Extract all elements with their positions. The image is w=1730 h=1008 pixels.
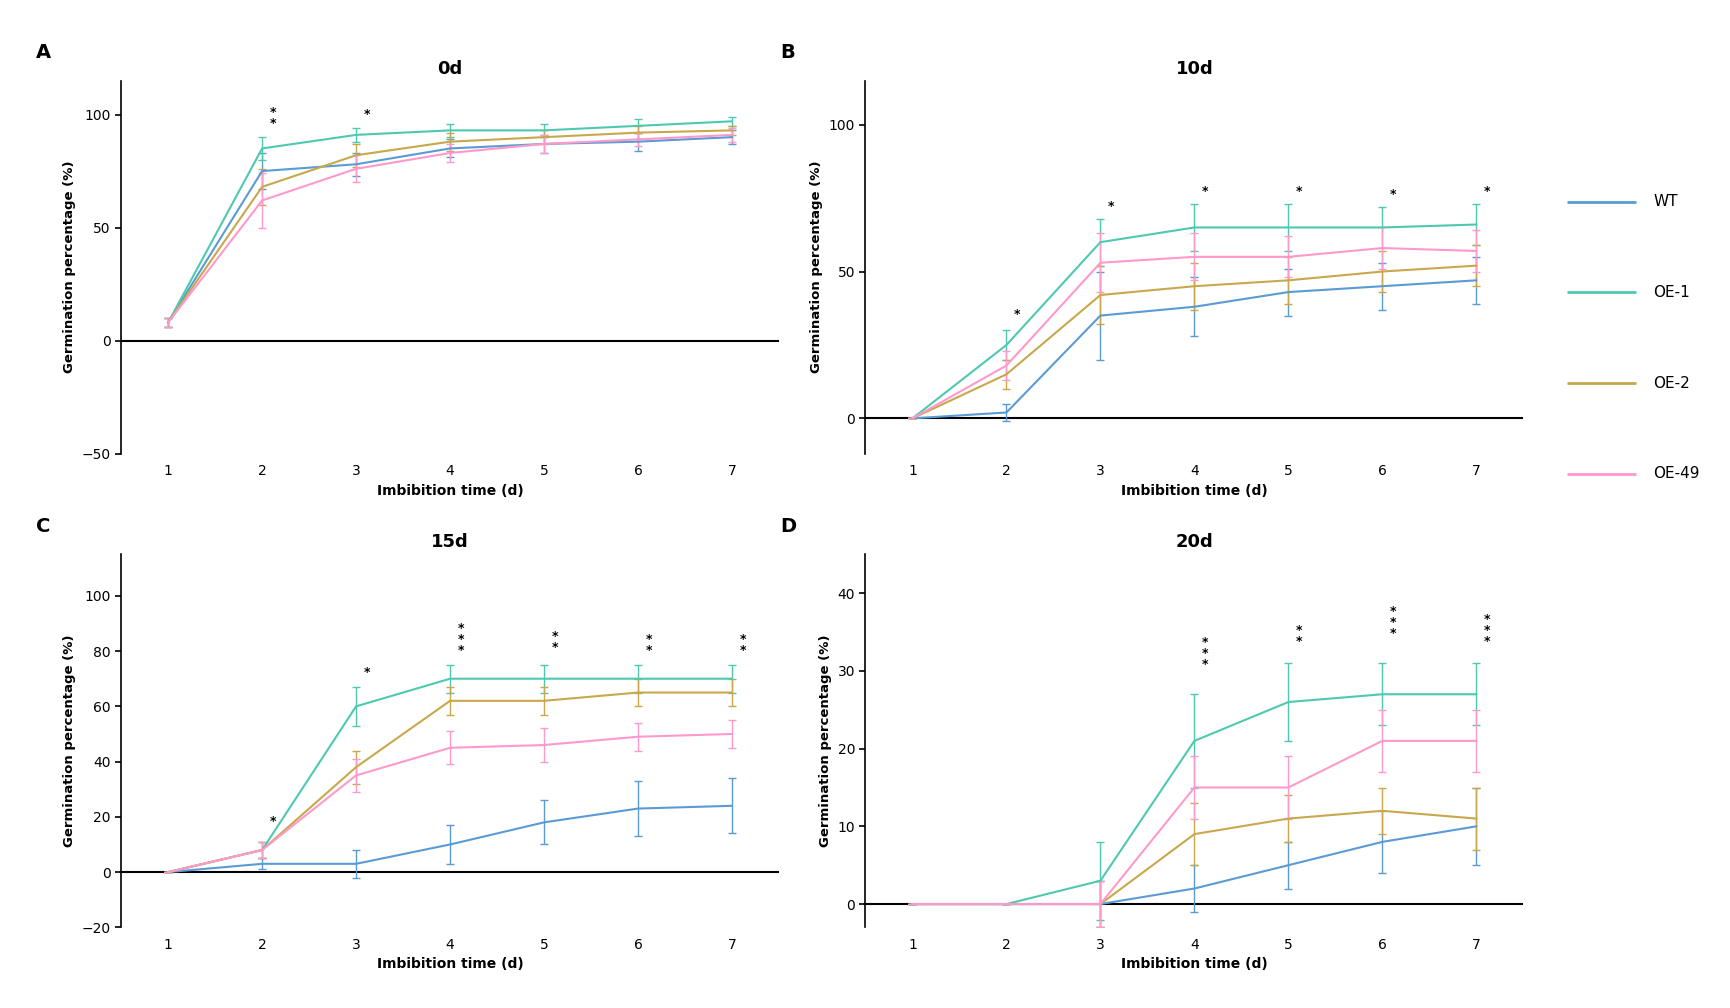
Text: *
*
*: * * *: [457, 622, 464, 656]
Text: B: B: [780, 43, 794, 62]
Text: *: *: [1107, 200, 1114, 213]
Text: OE-49: OE-49: [1652, 467, 1699, 481]
Text: *
*: * *: [645, 633, 652, 656]
Text: *
*: * *: [1296, 624, 1301, 648]
Text: *
*
*: * * *: [1483, 613, 1490, 648]
X-axis label: Imbibition time (d): Imbibition time (d): [1121, 484, 1266, 498]
Text: *
*: * *: [270, 107, 277, 130]
Text: *: *: [1483, 185, 1490, 199]
X-axis label: Imbibition time (d): Imbibition time (d): [377, 958, 522, 972]
Text: C: C: [36, 517, 50, 536]
Text: *: *: [363, 108, 370, 121]
Text: *
*: * *: [552, 630, 557, 654]
Text: *
*
*: * * *: [1389, 605, 1396, 640]
X-axis label: Imbibition time (d): Imbibition time (d): [1121, 958, 1266, 972]
Y-axis label: Germination percentage (%): Germination percentage (%): [62, 161, 76, 373]
Title: 0d: 0d: [438, 59, 462, 78]
Text: OE-1: OE-1: [1652, 285, 1688, 299]
Text: *: *: [1014, 308, 1021, 322]
Text: OE-2: OE-2: [1652, 376, 1688, 390]
Text: *
*
*: * * *: [1201, 636, 1208, 671]
Title: 20d: 20d: [1175, 533, 1213, 551]
Text: D: D: [780, 517, 796, 536]
Text: *
*: * *: [739, 633, 746, 656]
X-axis label: Imbibition time (d): Imbibition time (d): [377, 484, 522, 498]
Y-axis label: Germination percentage (%): Germination percentage (%): [62, 635, 76, 847]
Text: *: *: [363, 665, 370, 678]
Title: 15d: 15d: [431, 533, 469, 551]
Y-axis label: Germination percentage (%): Germination percentage (%): [818, 635, 832, 847]
Text: *: *: [1201, 185, 1208, 199]
Text: WT: WT: [1652, 195, 1676, 209]
Text: *: *: [1389, 188, 1396, 201]
Title: 10d: 10d: [1175, 59, 1213, 78]
Text: *: *: [270, 814, 277, 828]
Text: A: A: [36, 43, 50, 62]
Text: *: *: [1296, 185, 1301, 199]
Y-axis label: Germination percentage (%): Germination percentage (%): [810, 161, 823, 373]
